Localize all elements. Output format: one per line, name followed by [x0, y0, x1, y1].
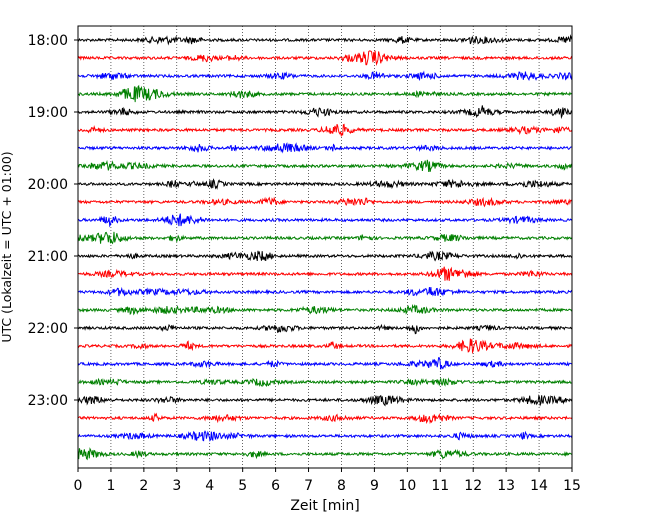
- seismic-trace: [77, 105, 573, 120]
- y-tick-label: 18:00: [28, 33, 68, 49]
- seismic-trace: [77, 250, 573, 262]
- seismic-trace: [77, 123, 573, 138]
- seismic-trace: [77, 323, 573, 335]
- seismic-trace: [77, 231, 573, 245]
- x-tick-label: 7: [304, 478, 313, 494]
- y-axis-label: UTC (Lokalzeit = UTC + 01:00): [0, 151, 14, 342]
- seismic-trace: [77, 303, 573, 316]
- seismic-trace: [77, 196, 573, 208]
- y-tick-label: 20:00: [28, 177, 68, 193]
- seismic-trace: [78, 412, 573, 425]
- seismic-trace: [77, 50, 573, 66]
- x-tick-label: 4: [205, 478, 214, 494]
- x-tick-label: 8: [337, 478, 346, 494]
- y-tick-label: 22:00: [28, 321, 68, 337]
- seismic-trace: [77, 357, 573, 370]
- x-tick-label: 11: [431, 478, 449, 494]
- y-tick-label: 19:00: [28, 105, 68, 121]
- seismic-trace: [77, 266, 573, 281]
- seismic-trace: [77, 338, 573, 355]
- x-tick-label: 3: [172, 478, 181, 494]
- x-axis-label: Zeit [min]: [290, 498, 359, 514]
- seismic-trace: [77, 84, 573, 103]
- x-tick-label: 10: [398, 478, 416, 494]
- x-tick-label: 5: [238, 478, 247, 494]
- x-tick-label: 12: [464, 478, 482, 494]
- seismic-trace: [77, 430, 573, 442]
- seismic-trace: [77, 178, 573, 190]
- seismic-trace: [77, 142, 573, 154]
- seismic-trace: [77, 447, 573, 461]
- y-tick-label: 21:00: [28, 249, 68, 265]
- x-tick-label: 13: [497, 478, 515, 494]
- y-tick-label: 23:00: [28, 393, 68, 409]
- seismic-trace: [77, 394, 573, 407]
- x-tick-label: 14: [530, 478, 548, 494]
- seismic-trace: [77, 159, 573, 173]
- plot-frame: [77, 25, 573, 469]
- plot-background: [78, 26, 572, 468]
- y-axis-ticks: 18:00 19:00 20:00 21:00 22:00 23:00: [28, 33, 78, 409]
- seismic-trace: [77, 70, 573, 82]
- seismic-trace: [77, 377, 573, 388]
- x-tick-label: 1: [106, 478, 115, 494]
- seismic-trace: [77, 34, 573, 46]
- seismic-trace: [77, 213, 573, 228]
- x-tick-label: 2: [139, 478, 148, 494]
- x-tick-label: 0: [74, 478, 83, 494]
- x-tick-label: 9: [370, 478, 379, 494]
- x-axis-ticks: 0 1 2 3 4 5 6 7 8 9 10 11 12 13 14 15: [74, 468, 581, 494]
- x-tick-label: 15: [563, 478, 581, 494]
- seismic-trace: [77, 286, 573, 297]
- seismic-traces: [77, 34, 573, 461]
- x-tick-label: 6: [271, 478, 280, 494]
